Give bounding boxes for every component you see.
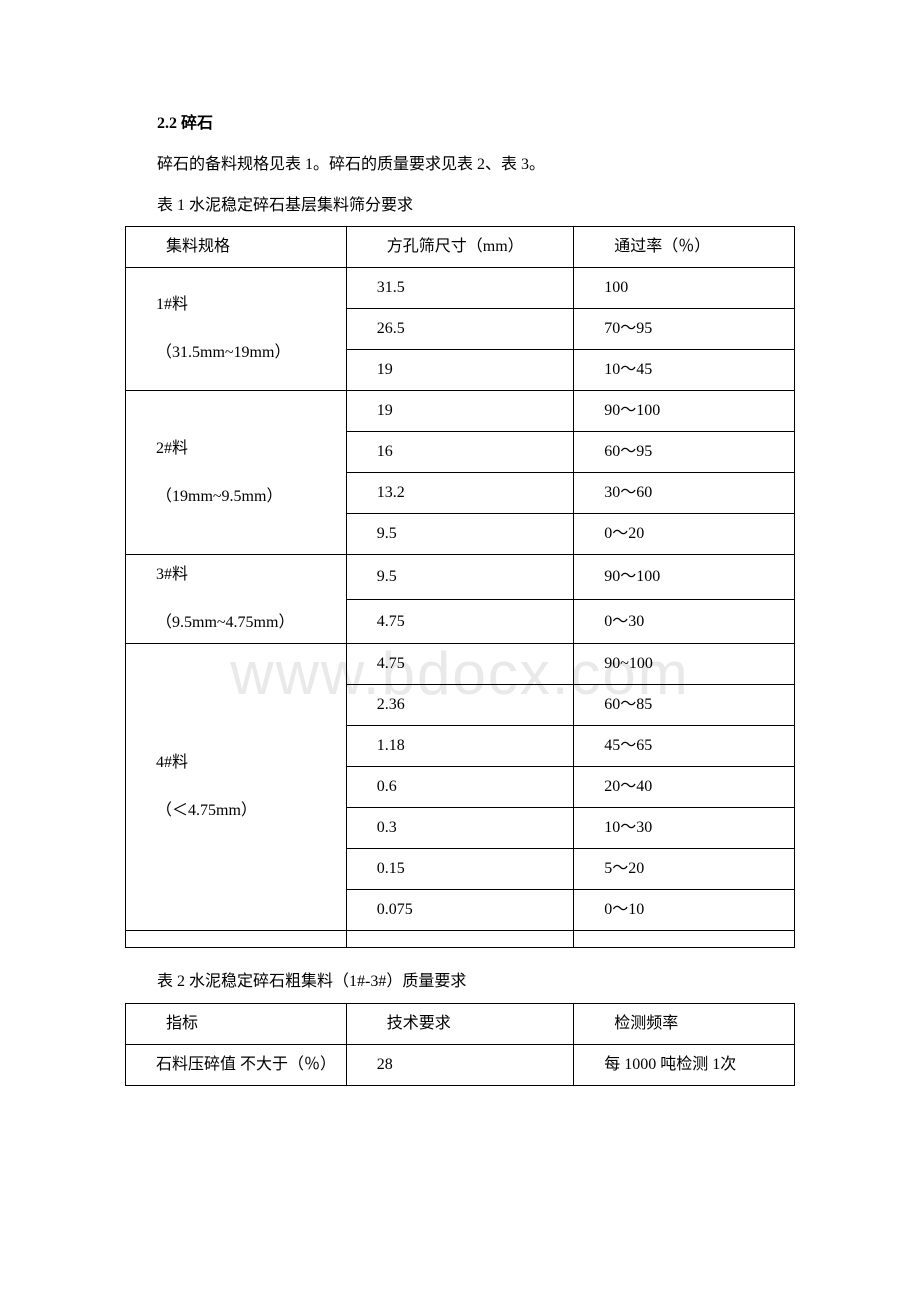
cell: 90～100: [574, 555, 795, 600]
cell: 9.5: [346, 555, 573, 600]
section-title: 2.2 碎石: [125, 110, 795, 139]
cell: 90~100: [574, 644, 795, 685]
cell: 9.5: [346, 514, 573, 555]
cell: 0～10: [574, 890, 795, 931]
cell: 0.075: [346, 890, 573, 931]
empty-cell: [346, 931, 573, 948]
cell: 20～40: [574, 767, 795, 808]
cell: 100: [574, 268, 795, 309]
table-row: 1#料 （31.5mm~19mm） 31.5 100: [126, 268, 795, 309]
table-row: 集料规格 方孔筛尺寸（mm） 通过率（％）: [126, 227, 795, 268]
table-row: 4#料 （＜4.75mm） 4.75 90~100: [126, 644, 795, 685]
table1-header-1: 方孔筛尺寸（mm）: [346, 227, 573, 268]
cell: 13.2: [346, 473, 573, 514]
intro-paragraph: 碎石的备料规格见表 1。碎石的质量要求见表 2、表 3。: [125, 151, 795, 180]
table-row: 3#料 （9.5mm~4.75mm） 9.5 90～100: [126, 555, 795, 600]
cell: 90～100: [574, 391, 795, 432]
cell: 28: [346, 1045, 573, 1086]
cell: 4.75: [346, 599, 573, 644]
table-row: 石料压碎值 不大于（％） 28 每 1000 吨检测 1次: [126, 1045, 795, 1086]
cell: 每 1000 吨检测 1次: [574, 1045, 795, 1086]
group3-label: 4#料 （＜4.75mm）: [126, 644, 347, 931]
group-label: 1#料: [156, 296, 188, 313]
cell: 0.6: [346, 767, 573, 808]
cell: 10～45: [574, 350, 795, 391]
empty-cell: [126, 931, 347, 948]
table2-header-2: 检测频率: [574, 1004, 795, 1045]
group1-label: 2#料 （19mm~9.5mm）: [126, 391, 347, 555]
cell: 10～30: [574, 808, 795, 849]
group2-label: 3#料 （9.5mm~4.75mm）: [126, 555, 347, 644]
table-row: 2#料 （19mm~9.5mm） 19 90～100: [126, 391, 795, 432]
group-label: 3#料: [156, 566, 188, 583]
cell: 60～85: [574, 685, 795, 726]
group-sublabel: （31.5mm~19mm）: [156, 344, 290, 361]
cell: 45～65: [574, 726, 795, 767]
cell: 60～95: [574, 432, 795, 473]
cell: 70～95: [574, 309, 795, 350]
cell: 0.15: [346, 849, 573, 890]
group-label: 4#料: [156, 754, 188, 771]
empty-cell: [574, 931, 795, 948]
table1-caption: 表 1 水泥稳定碎石基层集料筛分要求: [125, 192, 795, 221]
group-label: 2#料: [156, 440, 188, 457]
cell: 4.75: [346, 644, 573, 685]
table-row: [126, 931, 795, 948]
table2-caption: 表 2 水泥稳定碎石粗集料（1#-3#）质量要求: [125, 968, 795, 997]
table2-header-0: 指标: [126, 1004, 347, 1045]
cell: 石料压碎值 不大于（％）: [126, 1045, 347, 1086]
cell: 26.5: [346, 309, 573, 350]
group-sublabel: （19mm~9.5mm）: [156, 488, 282, 505]
table2: 指标 技术要求 检测频率 石料压碎值 不大于（％） 28 每 1000 吨检测 …: [125, 1003, 795, 1086]
table1: 集料规格 方孔筛尺寸（mm） 通过率（％） 1#料 （31.5mm~19mm） …: [125, 226, 795, 948]
table1-header-2: 通过率（％）: [574, 227, 795, 268]
cell: 19: [346, 350, 573, 391]
cell: 0～20: [574, 514, 795, 555]
group0-label: 1#料 （31.5mm~19mm）: [126, 268, 347, 391]
cell: 16: [346, 432, 573, 473]
cell: 31.5: [346, 268, 573, 309]
cell: 0～30: [574, 599, 795, 644]
table1-header-0: 集料规格: [126, 227, 347, 268]
table-row: 指标 技术要求 检测频率: [126, 1004, 795, 1045]
cell: 30～60: [574, 473, 795, 514]
document-content: 2.2 碎石 碎石的备料规格见表 1。碎石的质量要求见表 2、表 3。 表 1 …: [125, 110, 795, 1086]
cell: 0.3: [346, 808, 573, 849]
group-sublabel: （＜4.75mm）: [156, 802, 257, 819]
cell: 5～20: [574, 849, 795, 890]
cell: 19: [346, 391, 573, 432]
cell: 2.36: [346, 685, 573, 726]
table2-header-1: 技术要求: [346, 1004, 573, 1045]
cell: 1.18: [346, 726, 573, 767]
group-sublabel: （9.5mm~4.75mm）: [156, 614, 294, 631]
